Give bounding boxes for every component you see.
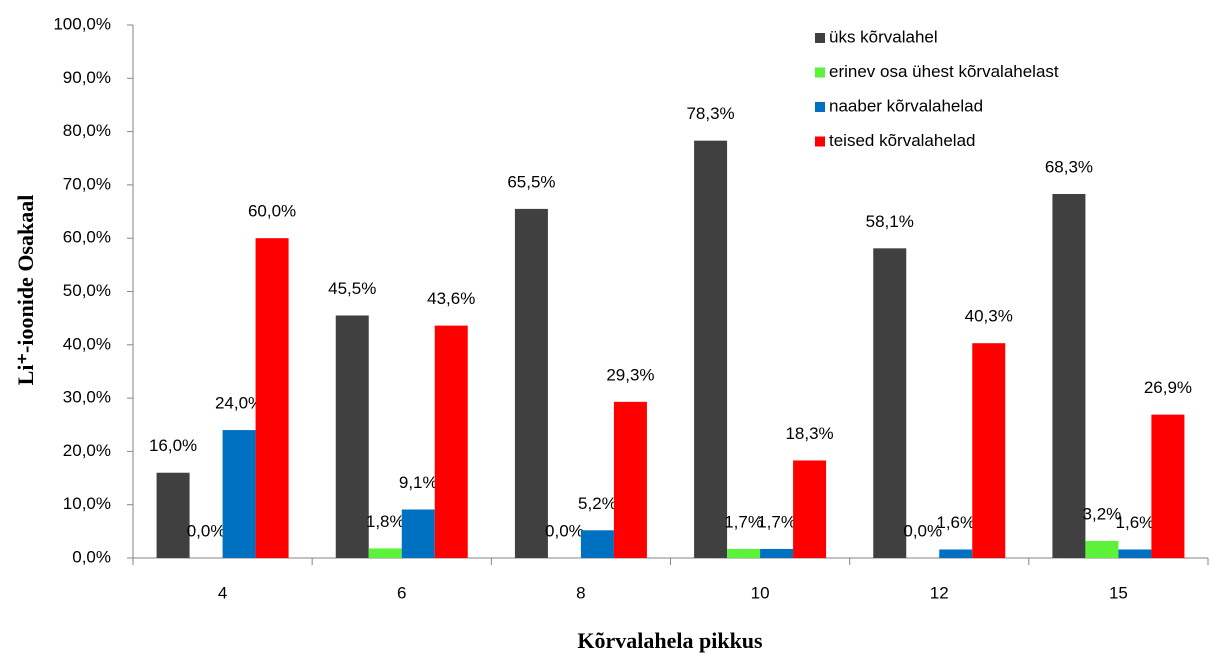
value-label: 58,1%: [866, 212, 914, 231]
value-label: 78,3%: [686, 104, 734, 123]
value-label: 43,6%: [427, 289, 475, 308]
y-tick-label: 90,0%: [63, 68, 111, 87]
bar: [580, 530, 614, 558]
value-label: 9,1%: [399, 473, 438, 492]
value-label: 1,7%: [724, 512, 763, 531]
y-tick-label: 50,0%: [63, 281, 111, 300]
y-axis-title: Li⁺-ioonide Osakaal: [13, 195, 38, 386]
value-label: 1,6%: [936, 513, 975, 532]
legend-swatch: [815, 102, 825, 112]
value-label: 0,0%: [903, 521, 942, 540]
bar: [694, 140, 728, 558]
value-label: 29,3%: [606, 365, 654, 384]
bar: [434, 325, 468, 558]
value-label: 1,7%: [757, 512, 796, 531]
bar: [335, 315, 369, 558]
bar: [1085, 540, 1119, 558]
bar: [255, 238, 289, 558]
legend-swatch: [815, 67, 825, 78]
value-label: 0,0%: [187, 521, 226, 540]
value-label: 18,3%: [785, 424, 833, 443]
y-tick-label: 20,0%: [63, 441, 111, 460]
value-label: 26,9%: [1144, 378, 1192, 397]
x-tick-label: 15: [1109, 583, 1128, 602]
x-tick-label: 10: [751, 583, 770, 602]
x-axis-title: Kõrvalahela pikkus: [577, 628, 763, 653]
bar: [972, 343, 1006, 558]
y-tick-label: 0,0%: [72, 547, 111, 566]
bar: [1151, 414, 1185, 558]
value-label: 3,2%: [1083, 504, 1122, 523]
bar: [613, 401, 647, 558]
legend-label: üks kõrvalahel: [829, 27, 938, 46]
x-tick-label: 8: [576, 583, 585, 602]
bar: [222, 430, 256, 558]
bar: [514, 208, 548, 558]
bar: [368, 548, 402, 558]
bar: [401, 509, 435, 558]
x-tick-label: 4: [218, 583, 227, 602]
legend-label: naaber kõrvalahelad: [829, 96, 983, 115]
bar: [727, 548, 761, 558]
value-label: 1,6%: [1116, 513, 1155, 532]
bar: [939, 549, 973, 558]
value-label: 0,0%: [545, 521, 584, 540]
x-tick-label: 6: [397, 583, 406, 602]
value-label: 16,0%: [149, 436, 197, 455]
bar: [793, 460, 827, 558]
y-tick-label: 80,0%: [63, 121, 111, 140]
y-tick-label: 30,0%: [63, 388, 111, 407]
value-label: 1,8%: [366, 512, 405, 531]
value-label: 65,5%: [507, 172, 555, 191]
y-tick-label: 40,0%: [63, 334, 111, 353]
legend-label: teised kõrvalahelad: [829, 131, 975, 150]
value-label: 68,3%: [1045, 157, 1093, 176]
legend-swatch: [815, 33, 825, 43]
value-label: 40,3%: [965, 307, 1013, 326]
bar: [873, 248, 907, 558]
value-label: 60,0%: [248, 202, 296, 221]
value-label: 5,2%: [578, 494, 617, 513]
bar: [156, 472, 190, 558]
x-tick-label: 12: [930, 583, 949, 602]
y-tick-label: 10,0%: [63, 494, 111, 513]
value-label: 45,5%: [328, 279, 376, 298]
y-tick-label: 60,0%: [63, 228, 111, 247]
bar: [1052, 193, 1086, 558]
value-label: 24,0%: [215, 394, 263, 413]
bar: [1118, 549, 1152, 558]
bar: [760, 548, 794, 558]
legend-label: erinev osa ühest kõrvalahelast: [829, 62, 1059, 81]
legend-swatch: [815, 136, 825, 147]
y-tick-label: 100,0%: [53, 14, 111, 33]
y-tick-label: 70,0%: [63, 174, 111, 193]
